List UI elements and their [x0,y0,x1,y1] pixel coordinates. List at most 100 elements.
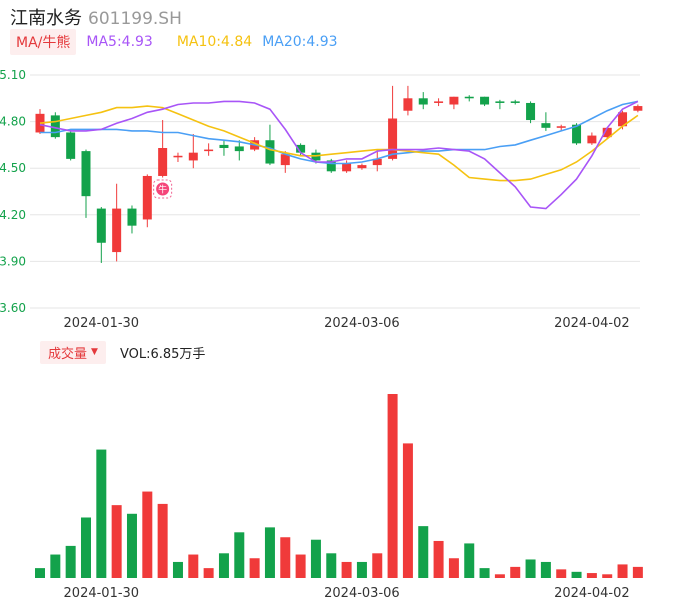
candle-body [142,175,152,220]
volume-bar [586,573,597,578]
candle [510,99,520,105]
volume-bar [295,554,306,578]
y-tick-label: 4.50 [0,161,26,175]
volume-bar [80,517,91,578]
candle [587,132,597,145]
stock-name: 江南水务 [10,8,82,29]
caret-down-icon: ▼ [91,347,98,357]
candle-body [173,155,183,158]
volume-bar [280,537,291,578]
candle-body [587,135,597,144]
volume-bar [249,558,260,578]
candle [602,127,612,139]
candle-body [510,101,520,103]
ma5-legend: MA5:4.93 [86,34,153,50]
candle-body [127,208,137,226]
volume-bar [234,532,245,578]
bull-badge-label: 牛 [158,184,167,196]
volume-value: VOL:6.85万手 [119,346,206,362]
volume-legend: 成交量 ▼ VOL:6.85万手 [40,340,206,364]
ma10-line [39,105,639,182]
candle [50,112,60,139]
candle [35,109,45,135]
candle [449,96,459,110]
volume-bar [126,513,137,578]
candle [495,99,505,110]
volume-bar [494,574,505,578]
volume-bar [402,443,413,578]
volume-bar [464,543,475,578]
candle-body [219,144,229,149]
candle-body [556,126,566,128]
volume-bar [142,491,153,578]
y-tick-label: 4.80 [0,115,26,129]
volume-bar [556,569,567,578]
x-tick-label: 2024-04-02 [554,586,630,601]
candle [158,120,168,178]
volume-bar [479,568,490,578]
candle [173,152,183,162]
candle [526,101,536,124]
ma5-line [39,100,639,210]
candle [464,95,474,102]
candle [219,140,229,156]
candle-body [265,140,275,164]
candle [480,96,490,107]
candle [142,174,152,228]
stock-header: 江南水务 601199.SH [10,4,182,29]
candle [633,104,643,113]
y-tick-label: 3.60 [0,301,26,315]
candle [296,143,306,156]
candle-body [357,165,367,169]
candle-body [480,96,490,105]
volume-toggle-label: 成交量 [48,346,88,362]
ma10-legend: MA10:4.84 [176,34,253,50]
volume-bar [433,540,444,578]
volume-bar [188,554,199,578]
candle [388,85,398,161]
candle [357,163,367,170]
volume-bar [617,564,628,578]
volume-bar [632,566,643,578]
candle-body [572,124,582,144]
candle-body [602,127,612,138]
volume-bar [65,545,76,578]
volume-bar [571,571,582,578]
y-tick-label: 5.10 [0,68,26,82]
volume-bar [387,394,398,578]
x-tick-label: 2024-01-30 [64,316,140,331]
x-tick-label: 2024-01-30 [64,586,140,601]
volume-bar [602,574,613,578]
x-tick-label: 2024-04-02 [554,316,630,331]
candle [204,143,214,156]
candle [403,85,413,116]
volume-bar [372,553,383,578]
candle-body [158,148,168,176]
candle-body [326,160,336,172]
candle-body [388,118,398,159]
candle-body [618,112,628,127]
volume-bar [341,561,352,578]
candle [66,130,76,161]
ma20-legend: MA20:4.93 [262,34,338,50]
volume-bar [356,561,367,578]
candle [234,140,244,161]
ma-indicator-toggle[interactable]: MA/牛熊 [10,29,77,55]
volume-indicator-toggle[interactable]: 成交量 ▼ [40,340,106,364]
volume-bar [540,561,551,578]
candle-body [280,154,290,166]
volume-bar [172,561,183,578]
candle [541,112,551,131]
candle [418,92,428,110]
volume-bar [510,566,521,578]
volume-bar [96,449,107,578]
x-tick-label: 2024-03-06 [324,586,400,601]
candle-body [526,102,536,121]
candle-body [188,152,198,161]
ma20-line [40,100,639,165]
price-chart[interactable]: 5.10 4.80 4.50 4.20 3.90 3.60 2024-01-30 2024-0… [0,0,686,340]
candle-body [541,123,551,128]
candle-body [112,208,122,253]
volume-bar [326,553,337,578]
